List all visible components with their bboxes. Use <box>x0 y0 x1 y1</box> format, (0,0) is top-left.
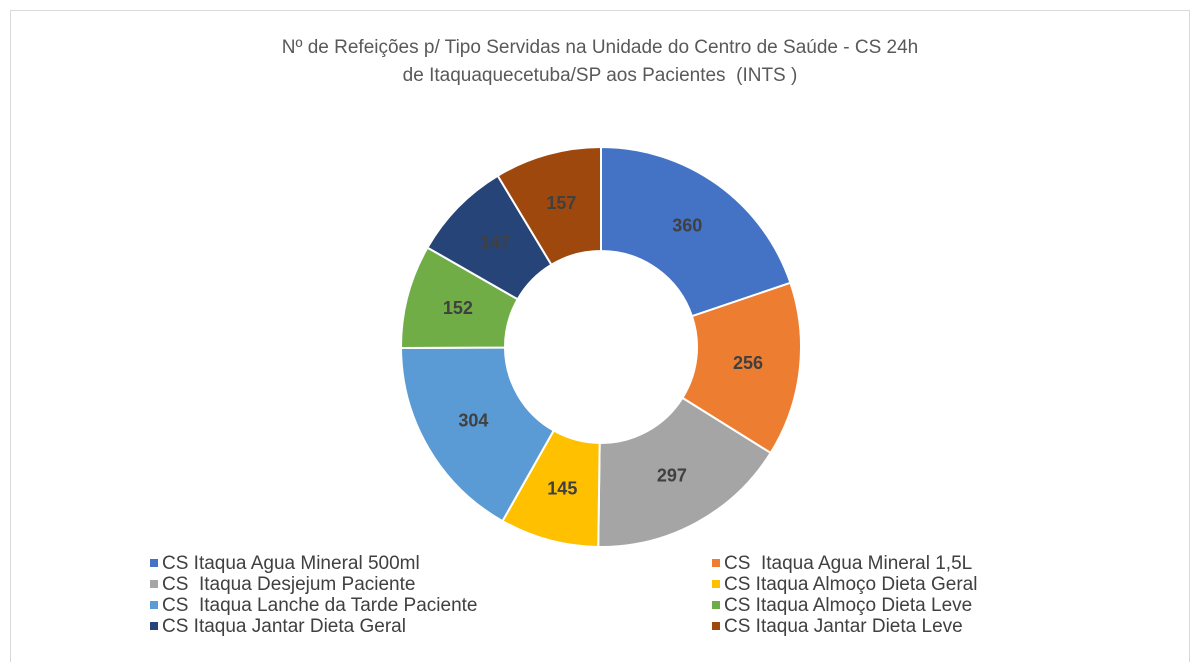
data-label: 360 <box>672 215 702 235</box>
legend-marker <box>712 622 720 630</box>
chart-title: Nº de Refeições p/ Tipo Servidas na Unid… <box>282 37 918 58</box>
data-label: 147 <box>480 232 510 252</box>
slice <box>681 281 802 455</box>
slice <box>597 396 773 548</box>
legend-label: CS Itaqua Agua Mineral 1,5L <box>724 553 972 574</box>
data-label: 256 <box>733 353 763 373</box>
legend-label: CS Itaqua Jantar Dieta Leve <box>724 616 963 637</box>
legend-label: CS Itaqua Agua Mineral 500ml <box>162 553 420 574</box>
legend-marker <box>712 601 720 609</box>
legend-label: CS Itaqua Jantar Dieta Geral <box>162 616 406 637</box>
legend-marker <box>150 601 158 609</box>
legend-marker <box>712 580 720 588</box>
data-label: 297 <box>657 466 687 486</box>
slice <box>399 346 556 523</box>
data-label: 157 <box>546 193 576 213</box>
legend-marker <box>150 622 158 630</box>
legend-label: CS Itaqua Almoço Dieta Leve <box>724 595 972 616</box>
legend-marker <box>150 559 158 567</box>
data-label: 152 <box>443 298 473 318</box>
chart-frame <box>10 10 1190 662</box>
legend-label: CS Itaqua Desjejum Paciente <box>162 574 415 595</box>
data-label: 145 <box>547 479 577 499</box>
slice <box>600 145 792 318</box>
legend-marker <box>712 559 720 567</box>
legend-marker <box>150 580 158 588</box>
data-label: 304 <box>458 411 488 431</box>
slice <box>496 145 602 267</box>
legend-label: CS Itaqua Lanche da Tarde Paciente <box>162 595 478 616</box>
chart-title: de Itaquaquecetuba/SP aos Pacientes (INT… <box>403 65 798 86</box>
legend-label: CS Itaqua Almoço Dieta Geral <box>724 574 977 595</box>
